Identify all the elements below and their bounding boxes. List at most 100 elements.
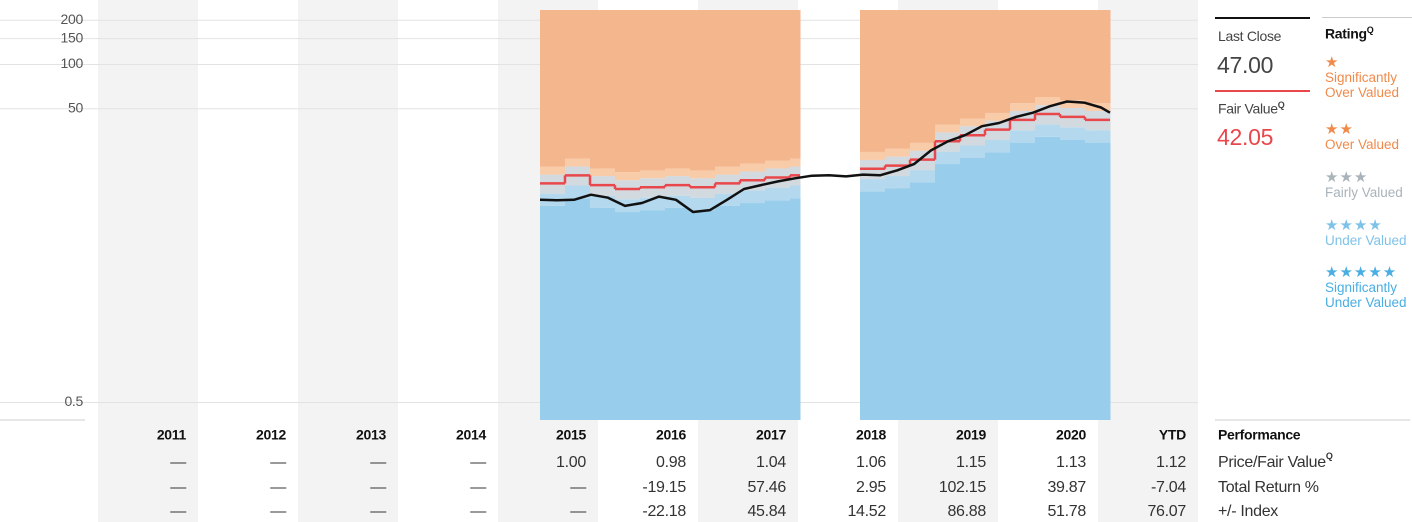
table-cell: — bbox=[270, 479, 286, 496]
valuation-band bbox=[985, 10, 1011, 113]
fair-value-value: 42.05 bbox=[1217, 124, 1274, 150]
valuation-band bbox=[960, 157, 986, 420]
last-close-rule bbox=[1215, 17, 1310, 19]
price-line bbox=[539, 100, 1111, 214]
legend-label: Over Valued bbox=[1325, 137, 1400, 152]
legend-label: Under Valued bbox=[1325, 233, 1407, 248]
table-cell: — bbox=[570, 479, 586, 496]
valuation-band bbox=[715, 166, 741, 175]
valuation-band bbox=[640, 170, 666, 179]
valuation-band bbox=[960, 10, 986, 119]
table-cell: 2.95 bbox=[856, 479, 886, 496]
quant-mark: Q bbox=[1326, 451, 1333, 461]
table-cell: 1.12 bbox=[1156, 454, 1186, 471]
valuation-band bbox=[885, 10, 911, 149]
valuation-band bbox=[790, 185, 801, 199]
y-tick-label: 150 bbox=[61, 29, 84, 45]
valuation-band bbox=[935, 151, 961, 165]
column-header: 2013 bbox=[356, 427, 386, 443]
valuation-band bbox=[1010, 103, 1036, 111]
valuation-band bbox=[860, 151, 886, 160]
valuation-band bbox=[1085, 142, 1111, 421]
table-cell: — bbox=[370, 503, 386, 520]
valuation-band bbox=[860, 191, 886, 420]
y-tick-label: 200 bbox=[61, 11, 84, 27]
table-title: Performance bbox=[1218, 427, 1301, 443]
table-cell: — bbox=[170, 503, 186, 520]
table-cell: — bbox=[170, 479, 186, 496]
table-cell: 86.88 bbox=[947, 503, 986, 520]
valuation-band bbox=[1060, 10, 1086, 101]
valuation-band bbox=[765, 187, 791, 201]
y-tick-label: 0.5 bbox=[64, 393, 83, 409]
rating-title: Rating bbox=[1325, 25, 1367, 42]
table-cell: — bbox=[270, 454, 286, 471]
valuation-band bbox=[910, 170, 936, 183]
valuation-band bbox=[985, 152, 1011, 420]
valuation-band bbox=[1085, 10, 1111, 104]
valuation-band bbox=[640, 210, 666, 420]
legend-item: ★★★★ Under Valued bbox=[1325, 218, 1412, 248]
valuation-band bbox=[790, 10, 801, 159]
last-close-label: Last Close bbox=[1218, 28, 1282, 44]
valuation-band bbox=[565, 10, 591, 159]
valuation-band bbox=[935, 10, 961, 125]
valuation-band bbox=[565, 198, 591, 420]
legend-stars: ★★★★★ bbox=[1325, 264, 1398, 281]
fair-value-label-box: Fair ValueQ bbox=[1218, 100, 1285, 117]
valuation-band bbox=[1010, 142, 1036, 421]
valuation-band bbox=[590, 10, 616, 169]
valuation-band bbox=[715, 10, 741, 167]
valuation-band bbox=[985, 140, 1011, 153]
valuation-band bbox=[1060, 100, 1086, 108]
quant-mark: Q bbox=[1277, 100, 1285, 110]
valuation-band bbox=[985, 112, 1011, 121]
table-cell: -19.15 bbox=[642, 479, 686, 496]
table-cell: 0.98 bbox=[656, 454, 686, 471]
table-cell: 51.78 bbox=[1047, 503, 1086, 520]
valuation-band bbox=[1035, 124, 1061, 137]
quant-mark: Q bbox=[1366, 25, 1374, 35]
last-close-value: 47.00 bbox=[1217, 52, 1274, 78]
legend-stars: ★★★★ bbox=[1325, 217, 1383, 234]
legend-item: ★ Significantly Over Valued bbox=[1325, 55, 1412, 100]
valuation-band bbox=[740, 190, 766, 204]
column-header: 2020 bbox=[1056, 427, 1086, 443]
valuation-band bbox=[590, 168, 616, 177]
valuation-band bbox=[765, 10, 791, 161]
valuation-band bbox=[790, 158, 801, 167]
legend-item: ★★ Over Valued bbox=[1325, 122, 1412, 152]
table-cell: 1.04 bbox=[756, 454, 786, 471]
valuation-band bbox=[765, 200, 791, 420]
row-label: +/- Index bbox=[1218, 503, 1278, 520]
table-cell: — bbox=[370, 454, 386, 471]
table-cell: — bbox=[370, 479, 386, 496]
fair-value-rule bbox=[1215, 90, 1310, 92]
legend-item: ★★★★★ Significantly Under Valued bbox=[1325, 265, 1412, 310]
table-cell: 102.15 bbox=[939, 479, 987, 496]
legend-label: Significantly Under Valued bbox=[1325, 280, 1407, 310]
valuation-band bbox=[690, 170, 716, 179]
column-header: 2019 bbox=[956, 427, 986, 443]
y-tick-label: 100 bbox=[61, 55, 84, 71]
valuation-band bbox=[885, 148, 911, 157]
table-cell: 39.87 bbox=[1047, 479, 1086, 496]
valuation-band bbox=[960, 118, 986, 127]
legend-label: Significantly Over Valued bbox=[1325, 70, 1400, 100]
table-cell: — bbox=[470, 454, 486, 471]
valuation-band bbox=[910, 10, 936, 143]
table-cell: 1.13 bbox=[1056, 454, 1086, 471]
valuation-band bbox=[1060, 127, 1086, 140]
table-cell: — bbox=[170, 454, 186, 471]
legend-stars: ★ bbox=[1325, 54, 1340, 71]
column-header: 2016 bbox=[656, 427, 686, 443]
valuation-band bbox=[960, 145, 986, 158]
table-cell: 1.06 bbox=[856, 454, 886, 471]
table-cell: 1.15 bbox=[956, 454, 986, 471]
valuation-band bbox=[1035, 136, 1061, 420]
valuation-band bbox=[935, 164, 961, 420]
column-shade bbox=[98, 0, 198, 522]
valuation-band bbox=[740, 163, 766, 172]
column-header: 2015 bbox=[556, 427, 586, 443]
